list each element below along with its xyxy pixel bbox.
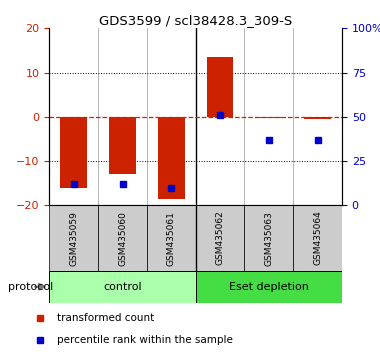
Text: GSM435064: GSM435064 xyxy=(313,211,322,266)
Text: GSM435060: GSM435060 xyxy=(118,211,127,266)
Bar xyxy=(49,205,98,271)
Text: GSM435061: GSM435061 xyxy=(167,211,176,266)
Bar xyxy=(304,117,331,119)
Bar xyxy=(147,205,196,271)
Text: control: control xyxy=(103,282,142,292)
Bar xyxy=(60,117,87,188)
Bar xyxy=(255,117,282,118)
Text: transformed count: transformed count xyxy=(57,313,154,323)
Bar xyxy=(196,271,342,303)
Text: GSM435062: GSM435062 xyxy=(215,211,225,266)
Bar xyxy=(293,205,342,271)
Text: percentile rank within the sample: percentile rank within the sample xyxy=(57,335,233,345)
Bar xyxy=(196,205,244,271)
Bar xyxy=(98,205,147,271)
Text: Eset depletion: Eset depletion xyxy=(229,282,309,292)
Text: GSM435063: GSM435063 xyxy=(264,211,273,266)
Bar xyxy=(49,271,196,303)
Bar xyxy=(158,117,185,199)
Text: protocol: protocol xyxy=(8,282,53,292)
Title: GDS3599 / scl38428.3_309-S: GDS3599 / scl38428.3_309-S xyxy=(99,14,292,27)
Text: GSM435059: GSM435059 xyxy=(69,211,78,266)
Bar xyxy=(244,205,293,271)
Bar xyxy=(109,117,136,175)
Bar xyxy=(207,57,233,117)
